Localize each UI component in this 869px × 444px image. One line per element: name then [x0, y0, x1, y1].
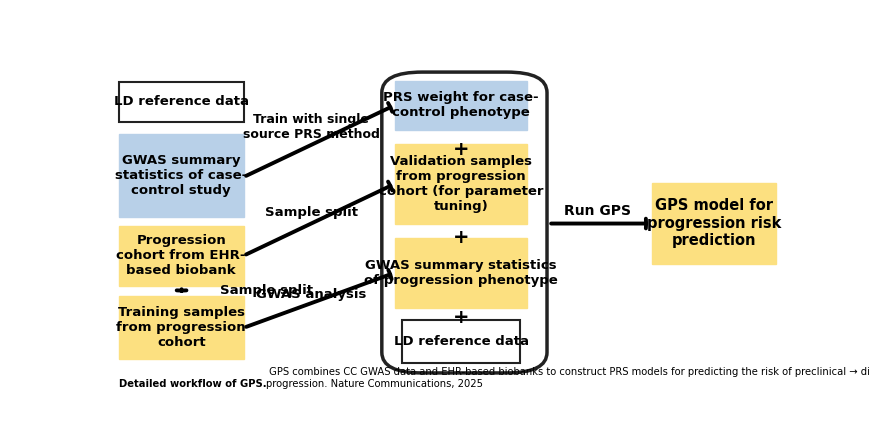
FancyBboxPatch shape [119, 296, 243, 359]
Text: Detailed workflow of GPS.: Detailed workflow of GPS. [119, 379, 266, 389]
Text: LD reference data: LD reference data [114, 95, 249, 108]
FancyBboxPatch shape [401, 320, 520, 363]
Text: Training samples
from progression
cohort: Training samples from progression cohort [116, 306, 246, 349]
Text: PRS weight for case-
control phenotype: PRS weight for case- control phenotype [382, 91, 538, 119]
Text: GWAS analysis: GWAS analysis [255, 288, 366, 301]
FancyBboxPatch shape [395, 238, 526, 308]
Text: GWAS summary
statistics of case-
control study: GWAS summary statistics of case- control… [115, 154, 247, 197]
FancyBboxPatch shape [119, 226, 243, 286]
FancyBboxPatch shape [119, 134, 243, 218]
Text: Sample split: Sample split [264, 206, 357, 219]
Text: +: + [452, 308, 468, 327]
Text: Train with single
source PRS method: Train with single source PRS method [242, 113, 379, 141]
Text: Validation samples
from progression
cohort (for parameter
tuning): Validation samples from progression coho… [378, 155, 542, 213]
Text: +: + [452, 228, 468, 247]
Text: Sample split: Sample split [220, 285, 313, 297]
Text: Progression
cohort from EHR-
based biobank: Progression cohort from EHR- based bioba… [116, 234, 246, 278]
Text: Run GPS: Run GPS [563, 203, 630, 218]
FancyBboxPatch shape [651, 183, 775, 264]
Text: +: + [452, 139, 468, 159]
Text: GPS model for
progression risk
prediction: GPS model for progression risk predictio… [646, 198, 780, 248]
FancyBboxPatch shape [119, 82, 243, 122]
FancyBboxPatch shape [395, 81, 526, 130]
Text: GPS combines CC GWAS data and EHR-based biobanks to construct PRS models for pre: GPS combines CC GWAS data and EHR-based … [266, 367, 869, 389]
FancyBboxPatch shape [395, 144, 526, 224]
Text: GWAS summary statistics
of progression phenotype: GWAS summary statistics of progression p… [364, 259, 557, 287]
FancyBboxPatch shape [381, 72, 547, 373]
Text: LD reference data: LD reference data [393, 335, 528, 348]
